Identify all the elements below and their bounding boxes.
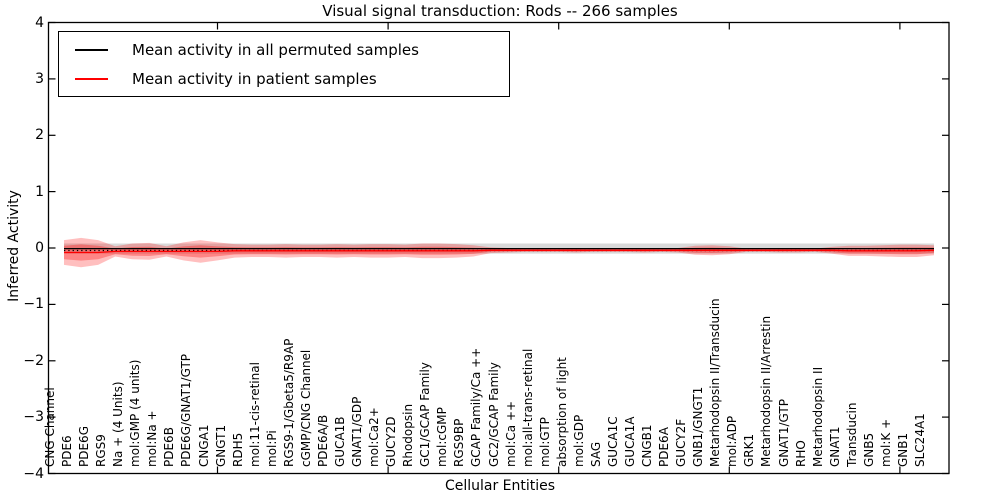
y-tick-label: 1 — [35, 183, 44, 200]
x-tick-label: RDH5 — [230, 432, 245, 467]
x-tick-label: absorption of light — [554, 357, 569, 467]
x-tick-label: PDE6 — [60, 435, 75, 467]
legend: Mean activity in all permuted samples Me… — [58, 31, 510, 97]
legend-line-permuted-icon — [75, 48, 108, 51]
x-tick-label: GNAT1/GTP — [776, 399, 791, 467]
chart-title: Visual signal transduction: Rods -- 266 … — [322, 2, 678, 20]
x-tick-label: mol:all-trans-retinal — [520, 348, 535, 467]
x-tick-label: GNAT1 — [827, 426, 842, 467]
x-tick-label: GUCA1A — [623, 416, 637, 467]
x-tick-label: PDE6B — [162, 427, 177, 467]
y-tick-label: 3 — [35, 70, 44, 87]
x-tick-label: RGS9BP — [452, 418, 467, 467]
x-tick-label: GC1/GCAP Family — [418, 362, 433, 467]
y-tick-label: −4 — [23, 465, 44, 482]
x-tick-label: GUCY2D — [384, 416, 399, 467]
legend-label-permuted: Mean activity in all permuted samples — [132, 40, 419, 59]
x-tick-label: cGMP/CNG Channel — [298, 349, 313, 467]
x-tick-label: GUCA1B — [333, 416, 347, 467]
x-tick-label: CNG Channel — [43, 387, 57, 467]
legend-line-patient-icon — [75, 77, 108, 80]
x-tick-label: CNGB1 — [640, 424, 655, 467]
x-tick-label: Na + (4 Units) — [111, 381, 126, 467]
x-tick-label: GNAT1/GDP — [350, 396, 365, 467]
x-tick-label: PDE6A — [657, 427, 672, 467]
y-tick-label: −1 — [23, 296, 44, 313]
x-tick-label: GRK1 — [742, 433, 757, 467]
patient-mean-line — [64, 249, 935, 254]
x-tick-label: mol:Na + — [145, 410, 160, 467]
x-tick-label: GNB1 — [895, 432, 910, 467]
x-tick-label: PDE6G — [77, 426, 92, 467]
x-tick-label: mol:Ca ++ — [503, 400, 518, 467]
x-tick-label: mol:cGMP — [435, 407, 450, 467]
x-tick-label: mol:Pi — [264, 430, 279, 467]
x-tick-label: mol:ADP — [725, 415, 740, 467]
x-tick-label: mol:GTP — [537, 417, 552, 467]
y-tick-label: 2 — [35, 127, 44, 144]
y-tick-label: −3 — [23, 409, 44, 426]
x-tick-label: Metarhodopsin II/Transducin — [708, 298, 723, 467]
x-tick-label: GUCA1C — [605, 416, 620, 467]
x-tick-label: Metarhodopsin II/Arrestin — [759, 315, 774, 467]
x-tick-label: mol:GMP (4 units) — [128, 359, 143, 467]
x-tick-label: CNGA1 — [196, 424, 211, 468]
y-tick-label: 0 — [35, 240, 44, 256]
x-tick-label: RHO — [793, 440, 808, 467]
legend-item-patient: Mean activity in patient samples — [59, 68, 509, 90]
x-tick-label: RGS9 — [94, 434, 109, 467]
x-tick-label: PDE6G/GNAT1/GTP — [179, 353, 194, 467]
legend-label-patient: Mean activity in patient samples — [132, 69, 377, 88]
x-tick-label: Metarhodopsin II — [810, 366, 825, 467]
x-axis-label: Cellular Entities — [444, 478, 556, 494]
y-tick-label: −2 — [23, 352, 44, 369]
x-tick-label: Transducin — [844, 402, 859, 467]
y-tick-label: 4 — [35, 14, 44, 31]
x-tick-label: mol:11-cis-retinal — [247, 362, 262, 467]
x-tick-label: Rhodopsin — [401, 403, 416, 467]
x-tick-label: SAG — [588, 441, 603, 467]
x-tick-label: SLC24A1 — [913, 413, 927, 467]
x-tick-label: PDE6A/B — [315, 414, 330, 467]
x-tick-label: GCAP Family/Ca ++ — [469, 347, 484, 467]
legend-item-permuted: Mean activity in all permuted samples — [59, 39, 509, 61]
x-tick-label: GNB1/GNGT1 — [691, 386, 706, 467]
x-tick-label: GNGT1 — [213, 424, 228, 467]
x-tick-label: GNB5 — [861, 432, 876, 467]
x-tick-label: GUCY2F — [674, 418, 689, 467]
x-tick-label: mol:Ca2+ — [367, 407, 382, 467]
x-tick-label: GC2/GCAP Family — [486, 362, 501, 467]
x-tick-label: RGS9-1/Gbeta5/R9AP — [281, 338, 296, 467]
x-tick-label: mol:K + — [878, 418, 893, 467]
x-tick-label: mol:GDP — [571, 414, 586, 467]
patient-std-band-outer — [64, 237, 934, 268]
